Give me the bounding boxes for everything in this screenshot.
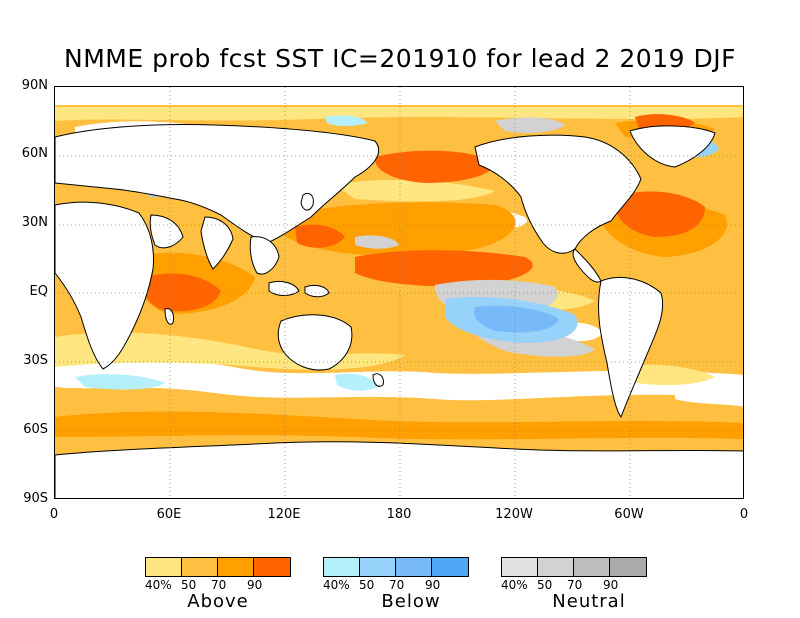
legend-below-swatch [360,558,396,576]
legend-above-swatch [182,558,218,576]
lat-label-60s: 60S [23,422,48,437]
legend-below-swatch [396,558,432,576]
legend-tick: 90 [247,578,263,592]
legend-neutral: 40% 50 70 90 Neutral [501,557,647,612]
map-canvas [55,87,743,498]
lat-label-30s: 30S [23,353,48,368]
south-america-landmass [598,276,664,419]
japan-landmass [300,192,314,211]
map-gridlines [55,87,743,498]
legend-below-label: Below [381,591,441,612]
lon-label-120e: 120E [267,507,301,522]
north-america-landmass [474,134,642,254]
legend-neutral-ticks: 40% 50 70 90 [501,577,647,592]
legend-tick: 40% [501,578,528,592]
legend-tick: 50 [181,578,197,592]
madagascar-landmass [164,308,174,325]
legend-above-swatch [146,558,182,576]
legend-tick: 40% [145,578,172,592]
legend-below-swatch [432,558,468,576]
lat-label-90n: 90N [21,78,48,93]
legend-tick: 50 [537,578,553,592]
legend-neutral-swatch [574,558,610,576]
legend-above-label: Above [187,591,249,612]
legend-neutral-swatch [538,558,574,576]
legend-tick: 70 [211,578,227,592]
legend-below-ticks: 40% 50 70 90 [323,577,469,592]
new-zealand-landmass [372,373,384,387]
lon-label-0-end: 0 [739,507,749,522]
legend-neutral-colorbar [501,557,647,577]
antarctica-landmass [55,441,743,498]
legend-tick: 90 [603,578,619,592]
lon-label-60e: 60E [156,507,182,522]
lon-label-60w: 60W [614,507,644,522]
new-guinea-landmass [304,284,330,298]
eurasia-landmass [55,124,380,244]
lon-label-0: 0 [49,507,59,522]
legend-neutral-swatch [502,558,538,576]
lon-label-120w: 120W [495,507,533,522]
australia-landmass [277,314,353,371]
legend-below-colorbar [323,557,469,577]
arabia-landmass [149,214,184,249]
legend-below: 40% 50 70 90 Below [323,557,469,612]
legend-above: 40% 50 70 90 Above [145,557,291,612]
lat-label-90s: 90S [23,491,48,506]
no-signal-areas [55,87,743,407]
indonesia-landmass [268,280,300,296]
land-masses [55,124,743,498]
legend-above-swatch [254,558,290,576]
greenland-landmass [629,125,716,168]
legend-neutral-label: Neutral [552,591,626,612]
lat-label-eq: EQ [29,284,48,299]
legend-above-swatch [218,558,254,576]
legend-tick: 70 [389,578,405,592]
legend-neutral-swatch [610,558,646,576]
legend-above-ticks: 40% 50 70 90 [145,577,291,592]
legend-tick: 70 [567,578,583,592]
central-america-landmass [572,248,602,283]
legend-above-colorbar [145,557,291,577]
map-title: NMME prob fcst SST IC=201910 for lead 2 … [64,44,736,73]
legend-below-swatch [324,558,360,576]
india-landmass [200,216,234,270]
southeast-asia-landmass [249,236,280,275]
legend-tick: 90 [425,578,441,592]
legend-tick: 40% [323,578,350,592]
sst-probability-map [54,86,744,499]
africa-landmass [55,201,154,370]
lat-label-60n: 60N [21,146,48,161]
lat-label-30n: 30N [21,215,48,230]
legend-tick: 50 [359,578,375,592]
lon-label-180: 180 [386,507,412,522]
